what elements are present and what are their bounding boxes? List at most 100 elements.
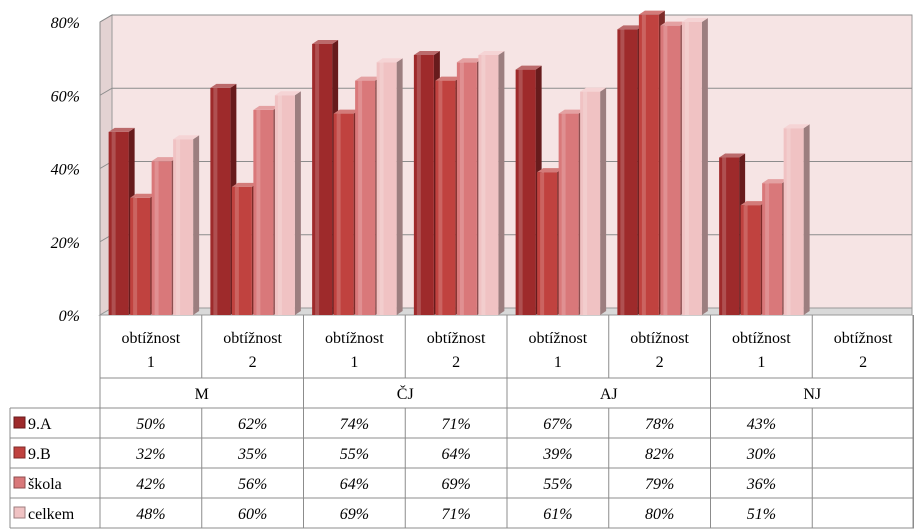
bar-highlight — [540, 172, 545, 315]
bar-top — [558, 109, 585, 114]
x-tick-label: obtížnost — [122, 330, 181, 347]
data-label: 60% — [238, 506, 267, 523]
bar-highlight — [641, 14, 646, 316]
bar-front — [355, 80, 376, 315]
bar-highlight — [111, 131, 116, 315]
data-label: 62% — [238, 416, 267, 433]
bar-highlight — [234, 186, 239, 315]
bar-front — [558, 113, 579, 315]
bar-top — [456, 58, 483, 63]
bar-highlight — [336, 113, 341, 315]
legend-swatch — [13, 416, 26, 429]
data-label: 30% — [746, 446, 776, 463]
group-label: NJ — [803, 386, 821, 403]
bar-front — [515, 69, 536, 315]
bar-front — [762, 183, 783, 315]
bar-front — [210, 87, 231, 315]
bar — [376, 58, 403, 315]
data-label: 35% — [237, 446, 267, 463]
data-label: 39% — [542, 446, 572, 463]
bar-front — [130, 197, 151, 315]
bar-top — [435, 76, 462, 81]
x-tick-label: obtížnost — [630, 330, 689, 347]
data-label: 61% — [543, 506, 572, 523]
bar-top — [253, 105, 280, 110]
bar-front — [376, 62, 397, 315]
x-tick-label: 2 — [656, 354, 664, 371]
data-label: 67% — [543, 416, 572, 433]
data-label: 69% — [340, 506, 369, 523]
bar-top — [376, 58, 403, 63]
bar-top — [638, 10, 665, 15]
x-tick-label: obtížnost — [427, 330, 486, 347]
group-label: M — [195, 386, 209, 403]
bar-front — [740, 205, 761, 315]
bar-top — [355, 76, 382, 81]
bar-highlight — [358, 80, 363, 315]
bar-highlight — [663, 25, 668, 315]
bar-front — [719, 157, 740, 315]
bar-highlight — [743, 205, 748, 315]
bar-highlight — [379, 62, 384, 315]
data-label: 51% — [747, 506, 776, 523]
data-label: 64% — [441, 446, 470, 463]
bar-top — [660, 21, 687, 26]
y-tick-label: 80% — [51, 15, 80, 32]
bar-front — [413, 54, 434, 316]
bar-side — [600, 87, 607, 316]
bar — [274, 91, 301, 315]
data-label: 55% — [543, 476, 572, 493]
bar-top — [515, 65, 542, 70]
legend-label: 9.B — [28, 446, 51, 463]
bar-top — [231, 182, 258, 187]
bar-highlight — [722, 157, 727, 315]
bar-top — [333, 109, 360, 114]
bar-side — [294, 91, 301, 315]
bar-top — [312, 39, 339, 44]
group-label: AJ — [600, 386, 618, 403]
bar-highlight — [213, 87, 218, 315]
bar-highlight — [786, 128, 791, 315]
data-label: 71% — [441, 416, 470, 433]
bar-front — [151, 161, 172, 315]
data-label: 56% — [238, 476, 267, 493]
x-tick-label: obtížnost — [325, 330, 384, 347]
bar-front — [108, 131, 129, 315]
x-tick-label: obtížnost — [529, 330, 588, 347]
bar-front — [312, 43, 333, 315]
data-label: 55% — [340, 446, 369, 463]
bar-front — [333, 113, 354, 315]
bar-side — [701, 18, 708, 315]
bar-highlight — [684, 22, 689, 315]
bar-side — [498, 50, 505, 316]
x-tick-label: 1 — [147, 354, 155, 371]
legend-label: škola — [28, 476, 62, 493]
bar-highlight — [765, 183, 770, 315]
data-label: 82% — [645, 446, 674, 463]
bar-top — [740, 201, 767, 206]
bar-highlight — [518, 69, 523, 315]
bar-top — [719, 153, 746, 158]
bar-top — [537, 168, 564, 173]
bar-front — [478, 54, 499, 316]
bar-front — [253, 109, 274, 316]
x-tick-label: obtížnost — [732, 330, 791, 347]
bar-front — [435, 80, 456, 315]
x-tick-label: 2 — [859, 354, 867, 371]
data-label: 32% — [135, 446, 165, 463]
bar — [173, 135, 200, 315]
data-label: 78% — [645, 416, 674, 433]
legend-swatch — [13, 476, 26, 489]
bar-side — [396, 58, 403, 315]
bar-front — [580, 91, 601, 316]
bar-top — [130, 193, 157, 198]
y-tick-label: 60% — [51, 88, 80, 105]
bar-front — [638, 14, 659, 316]
bar-highlight — [176, 139, 181, 315]
data-label: 64% — [340, 476, 369, 493]
bar-front — [231, 186, 252, 315]
bar — [478, 50, 505, 316]
bar-highlight — [459, 62, 464, 315]
bar-highlight — [561, 113, 566, 315]
